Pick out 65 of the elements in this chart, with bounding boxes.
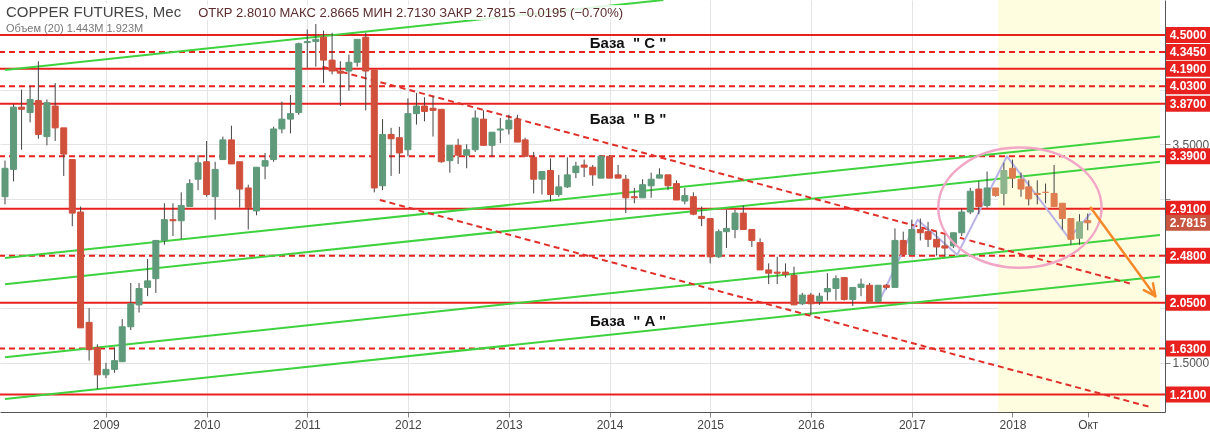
x-tick-label: 2015 <box>697 417 725 432</box>
annotation: База " B " <box>589 109 667 127</box>
candlestick <box>563 156 571 189</box>
candlestick <box>807 292 815 316</box>
candlestick <box>572 161 580 179</box>
chart-title: COPPER FUTURES, Мес <box>6 3 182 20</box>
text: 2.7815 <box>1169 215 1207 230</box>
candlestick <box>622 174 630 214</box>
candlestick <box>144 258 152 297</box>
ref-line-label: 2.9100 <box>1169 201 1207 216</box>
ref-line-label: 1.6300 <box>1169 341 1207 356</box>
ref-line-label: 2.4800 <box>1169 248 1207 263</box>
x-tick-label: 2018 <box>999 417 1027 432</box>
annotation: База " A " <box>589 311 667 329</box>
ref-line-label: 1.2100 <box>1169 387 1207 402</box>
candlestick <box>488 131 496 157</box>
annotation: База " C " <box>589 33 667 51</box>
candlestick <box>261 152 269 180</box>
ref-line-label: 3.8700 <box>1169 96 1207 111</box>
ref-line-label: 4.5000 <box>1169 27 1207 42</box>
candlestick <box>639 178 647 199</box>
ref-line-label: 4.0300 <box>1169 79 1207 94</box>
y-tick-label: 3.5000 <box>1172 137 1210 152</box>
candlestick <box>18 89 26 151</box>
x-tick-label: 2011 <box>294 417 321 432</box>
ref-line-label: 4.1900 <box>1169 61 1207 76</box>
candlestick <box>446 144 454 174</box>
candlestick <box>698 206 706 227</box>
candlestick <box>899 231 907 256</box>
chart-subtitle: ОТКР 2.8010 МАКС 2.8665 МИН 2.7130 ЗАКР 2.7815 −0.0195 (−0.70%) <box>195 5 627 20</box>
candlestick <box>538 171 546 196</box>
x-tick-label: 2012 <box>395 417 423 432</box>
candlestick <box>555 174 563 198</box>
candlestick <box>219 136 227 161</box>
candlestick <box>866 282 874 304</box>
ref-line-label: 4.3450 <box>1169 44 1207 59</box>
candlestick <box>454 138 462 165</box>
x-tick-label: 2016 <box>798 417 826 432</box>
candlestick <box>463 143 471 169</box>
x-tick-label: 2017 <box>898 417 926 432</box>
line-series <box>880 155 1092 299</box>
x-tick-label: 2009 <box>93 417 121 432</box>
candlestick <box>1008 159 1016 189</box>
x-tick-label: 2010 <box>193 417 221 432</box>
candlestick <box>26 85 34 123</box>
ref-line-label: 3.3900 <box>1169 149 1207 164</box>
candlestick <box>647 172 655 199</box>
y-tick-label: 1.5000 <box>1172 356 1210 371</box>
candlestick <box>975 180 983 215</box>
candlestick <box>194 154 202 191</box>
candlestick <box>983 171 991 209</box>
candlestick <box>530 151 538 194</box>
candlestick <box>244 184 252 230</box>
x-tick-label: 2013 <box>496 417 524 432</box>
candlestick <box>169 202 177 237</box>
x-tick-label: Окт <box>1078 417 1099 432</box>
candlestick <box>597 154 605 179</box>
candlestick <box>966 187 974 215</box>
candlestick <box>1000 162 1008 206</box>
annotation: Объем (20) 1.443M 1.923M <box>6 22 145 34</box>
candlestick <box>840 277 848 302</box>
candlestick <box>1075 213 1083 246</box>
x-tick-label: 2014 <box>596 417 624 432</box>
candlestick <box>1033 179 1041 205</box>
ref-line-label: 2.0500 <box>1169 295 1207 310</box>
